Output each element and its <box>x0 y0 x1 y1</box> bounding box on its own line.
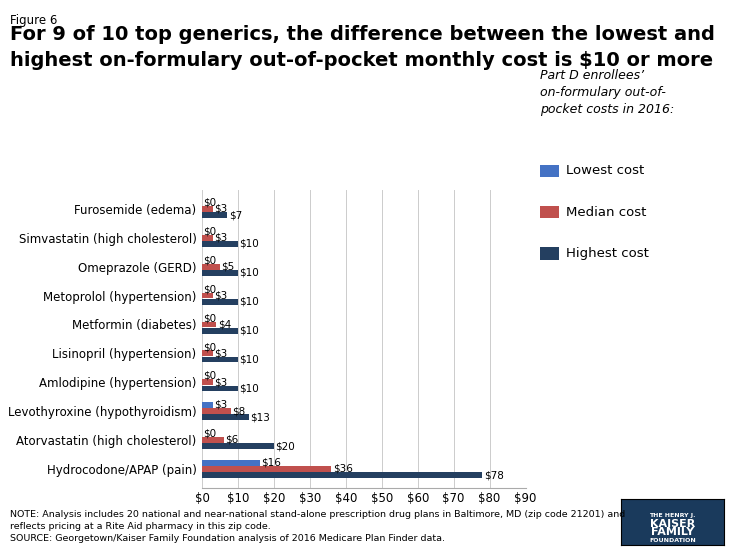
Text: reflects pricing at a Rite Aid pharmacy in this zip code.: reflects pricing at a Rite Aid pharmacy … <box>10 522 270 531</box>
Text: $7: $7 <box>229 210 242 220</box>
Bar <box>202 322 217 327</box>
Text: Median cost: Median cost <box>566 206 646 219</box>
Text: $10: $10 <box>240 297 259 307</box>
Bar <box>202 350 213 356</box>
Bar <box>202 444 274 449</box>
Bar <box>202 293 213 299</box>
Text: $0: $0 <box>204 198 217 208</box>
Text: NOTE: Analysis includes 20 national and near-national stand-alone prescription d: NOTE: Analysis includes 20 national and … <box>10 510 625 518</box>
Text: FOUNDATION: FOUNDATION <box>649 538 696 543</box>
Text: $36: $36 <box>333 464 353 474</box>
Text: $10: $10 <box>240 383 259 393</box>
Bar <box>202 408 231 414</box>
Text: Highest cost: Highest cost <box>566 247 649 260</box>
Text: $8: $8 <box>232 406 245 416</box>
Text: $10: $10 <box>240 268 259 278</box>
Bar <box>202 241 238 247</box>
Text: Lowest cost: Lowest cost <box>566 164 644 177</box>
Bar <box>202 466 331 472</box>
Text: $3: $3 <box>215 233 228 243</box>
Text: $0: $0 <box>204 371 217 381</box>
Text: KAISER: KAISER <box>650 520 695 530</box>
Text: $4: $4 <box>218 320 232 329</box>
Text: For 9 of 10 top generics, the difference between the lowest and: For 9 of 10 top generics, the difference… <box>10 25 714 44</box>
Bar <box>202 460 259 466</box>
Text: $0: $0 <box>204 284 217 294</box>
Bar <box>202 264 220 269</box>
Text: $78: $78 <box>484 470 503 480</box>
Text: $10: $10 <box>240 239 259 249</box>
Text: Figure 6: Figure 6 <box>10 14 57 27</box>
Text: $3: $3 <box>215 348 228 358</box>
Bar <box>202 206 213 212</box>
Text: $3: $3 <box>215 290 228 300</box>
Text: $0: $0 <box>204 313 217 323</box>
Bar <box>202 379 213 385</box>
Text: $5: $5 <box>221 262 234 272</box>
Text: $20: $20 <box>276 441 295 451</box>
Text: FAMILY: FAMILY <box>651 527 694 537</box>
Bar <box>202 437 223 443</box>
Text: Part D enrollees’
on-formulary out-of-
pocket costs in 2016:: Part D enrollees’ on-formulary out-of- p… <box>540 69 675 116</box>
Text: $0: $0 <box>204 226 217 236</box>
Text: SOURCE: Georgetown/Kaiser Family Foundation analysis of 2016 Medicare Plan Finde: SOURCE: Georgetown/Kaiser Family Foundat… <box>10 534 445 543</box>
Bar <box>202 356 238 363</box>
Text: $13: $13 <box>251 412 270 422</box>
Text: THE HENRY J.: THE HENRY J. <box>649 512 696 517</box>
Bar <box>202 235 213 241</box>
Text: $16: $16 <box>261 458 281 468</box>
Bar <box>202 402 213 408</box>
Text: $3: $3 <box>215 204 228 214</box>
Bar <box>202 414 249 420</box>
Bar <box>202 386 238 391</box>
Text: $0: $0 <box>204 429 217 439</box>
Text: $0: $0 <box>204 342 217 352</box>
Text: $0: $0 <box>204 256 217 266</box>
Text: $3: $3 <box>215 377 228 387</box>
Text: $10: $10 <box>240 326 259 336</box>
Bar <box>202 270 238 276</box>
Text: highest on-formulary out-of-pocket monthly cost is $10 or more: highest on-formulary out-of-pocket month… <box>10 51 713 69</box>
Text: $10: $10 <box>240 354 259 365</box>
Bar <box>202 212 227 218</box>
Bar <box>202 299 238 305</box>
Text: $6: $6 <box>225 435 238 445</box>
Text: $3: $3 <box>215 400 228 410</box>
Bar <box>202 328 238 333</box>
Bar <box>202 472 482 478</box>
